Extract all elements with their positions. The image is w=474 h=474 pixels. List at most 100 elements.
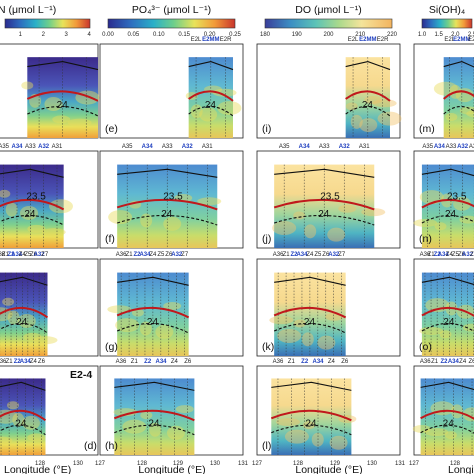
isopycnal-label: 24	[305, 419, 317, 430]
panel	[256, 43, 402, 139]
panel-letter: (f)	[105, 233, 115, 245]
colorbar-tick-label: 4	[87, 32, 91, 38]
station-label: A35	[122, 144, 133, 150]
contour-patch	[361, 208, 386, 217]
station-label: Z6	[30, 252, 38, 258]
station-label: Z6	[469, 359, 474, 365]
station-label: A34	[139, 252, 151, 258]
contour-patch	[41, 228, 66, 237]
isopycnal-label: 24	[443, 419, 455, 430]
isopycnal-label: 24	[148, 419, 160, 430]
contour-patch	[21, 81, 34, 90]
x-tick-label: 128	[35, 461, 46, 467]
contour-patch	[445, 112, 458, 121]
panel-letter: (m)	[419, 123, 435, 135]
station-label: A32	[38, 144, 50, 150]
contour-patch	[301, 332, 314, 347]
station-label: E2R	[377, 37, 389, 43]
station-label: Z5	[452, 252, 460, 258]
isopycnal-dashed	[116, 214, 218, 226]
isopycnal-label: 24	[147, 317, 159, 328]
station-label: A33	[319, 144, 330, 150]
station-label: A36	[273, 359, 284, 365]
isopycnal-red	[116, 306, 190, 319]
colorbar-title: N (μmol L⁻¹)	[0, 4, 56, 16]
station-label: Z6	[341, 359, 349, 365]
colorbar-tick-label: 0.10	[153, 32, 165, 38]
station-label: Z6	[38, 359, 46, 365]
panel-letter: (n)	[419, 233, 432, 245]
station-label: A32	[328, 252, 340, 258]
station-label: A36	[273, 252, 284, 258]
mixed-layer-line	[0, 276, 48, 286]
x-tick-label: 130	[73, 461, 84, 467]
station-label: A36	[116, 359, 127, 365]
contour-field	[0, 378, 46, 455]
colorbar-tick-label: 1	[19, 32, 23, 38]
contour-patch	[327, 227, 346, 242]
station-label: E2L	[191, 37, 202, 43]
panel	[99, 258, 244, 357]
station-label: A33	[162, 144, 173, 150]
isopycnal-label: 24	[24, 209, 36, 220]
contour-patch	[67, 118, 92, 127]
station-label: Z2	[301, 359, 309, 365]
station-label: A35	[0, 144, 10, 150]
contour-patch	[304, 224, 317, 239]
isopycnal-label: 24	[445, 209, 457, 220]
station-label: Z2	[144, 359, 152, 365]
station-label: A36	[0, 359, 7, 365]
station-label: Z6	[165, 252, 173, 258]
x-tick-label: 127	[252, 461, 263, 467]
station-label: A34	[434, 144, 446, 150]
station-label: Z1	[131, 359, 139, 365]
isopycnal-red	[273, 198, 375, 211]
station-label: A34	[11, 144, 23, 150]
station-label: Z1	[2, 252, 10, 258]
contour-patch	[329, 435, 348, 450]
colorbar-tick-label: 0.20	[204, 32, 216, 38]
panel	[256, 365, 401, 456]
station-label: Z2	[8, 252, 16, 258]
contour-patch	[424, 428, 449, 437]
panel	[0, 43, 100, 139]
contour-patch	[52, 115, 71, 124]
station-label: Z6	[458, 252, 466, 258]
contour-patch	[444, 431, 457, 440]
station-label: Z7	[41, 252, 49, 258]
station-label: A34	[299, 144, 311, 150]
isopycnal-red	[0, 409, 47, 422]
station-label: A32	[34, 252, 46, 258]
isopycnal-label: 24	[15, 419, 27, 430]
station-label: A36	[420, 252, 431, 258]
panel	[256, 258, 401, 357]
station-label: Z2	[14, 359, 22, 365]
colorbar-tick-label: 220	[387, 32, 398, 38]
station-label: Z4	[328, 359, 336, 365]
contour-patch	[284, 429, 309, 444]
mixed-layer-line	[27, 61, 99, 71]
colorbar-tick-label: 1.0	[418, 32, 427, 38]
station-label: A34	[438, 252, 450, 258]
contour-patch	[359, 118, 378, 133]
colorbar-tick-label: 0.05	[128, 32, 140, 38]
contour-patch	[33, 336, 58, 345]
station-label: A35	[279, 144, 290, 150]
x-axis-label: Longitude (°E)	[448, 464, 474, 474]
contour-patch	[163, 216, 182, 231]
station-label: E2L	[348, 37, 359, 43]
station-label: A34	[11, 252, 23, 258]
station-label: Z1	[428, 252, 436, 258]
x-tick-label: 130	[210, 461, 221, 467]
contour-patch	[372, 99, 397, 108]
mixed-layer-line	[114, 381, 195, 391]
panel	[99, 365, 244, 456]
contour-patch	[413, 218, 438, 227]
isopycnal-red	[270, 409, 352, 422]
contour-patch	[27, 433, 46, 442]
contour-patch	[439, 330, 452, 339]
station-label: Z5	[314, 252, 322, 258]
contour-patch	[19, 205, 38, 220]
contour-patch	[276, 418, 301, 427]
